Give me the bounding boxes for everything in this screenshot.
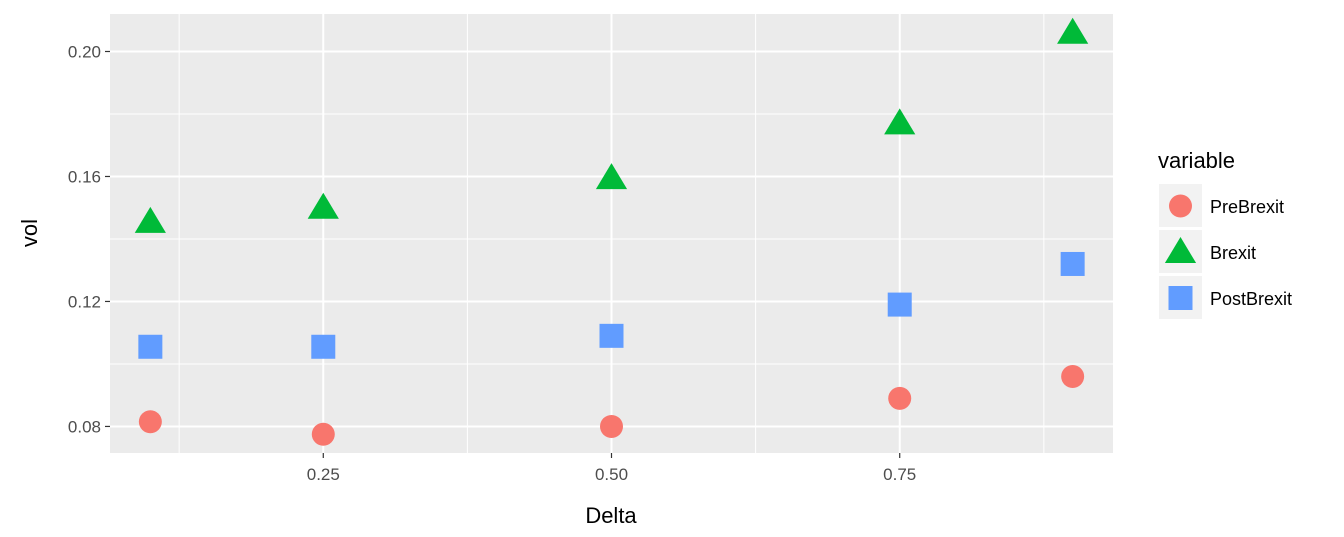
data-point-brexit xyxy=(134,206,166,233)
y-tick-label: 0.08 xyxy=(68,417,101,436)
data-point-prebrexit xyxy=(1061,364,1085,388)
x-tick-label: 0.25 xyxy=(307,465,340,484)
y-axis: 0.08 0.12 0.16 0.20 xyxy=(68,42,110,436)
legend: variable PreBrexit Brexit PostBrexit xyxy=(1158,148,1292,319)
y-axis-title: vol xyxy=(17,219,42,247)
x-tick-label: 0.50 xyxy=(595,465,628,484)
y-tick-label: 0.20 xyxy=(68,42,101,61)
data-point-prebrexit xyxy=(600,414,623,438)
y-tick-label: 0.16 xyxy=(68,167,101,186)
legend-symbol-postbrexit xyxy=(1168,286,1193,310)
legend-title: variable xyxy=(1158,148,1235,173)
data-point-prebrexit xyxy=(138,410,162,434)
data-point-prebrexit xyxy=(311,422,335,446)
data-point-brexit xyxy=(1057,17,1089,44)
data-point-brexit xyxy=(595,163,628,190)
data-point-postbrexit xyxy=(138,334,163,359)
legend-symbol-brexit xyxy=(1164,237,1197,264)
data-point-postbrexit xyxy=(599,323,624,348)
x-axis: 0.25 0.50 0.75 xyxy=(307,453,916,484)
data-point-brexit xyxy=(307,192,339,219)
x-tick-label: 0.75 xyxy=(883,465,916,484)
legend-label-prebrexit: PreBrexit xyxy=(1210,197,1284,217)
legend-symbol-prebrexit xyxy=(1169,194,1192,218)
data-point-prebrexit xyxy=(888,386,912,410)
data-point-postbrexit xyxy=(311,334,336,359)
x-axis-title: Delta xyxy=(585,503,637,528)
legend-label-brexit: Brexit xyxy=(1210,243,1256,263)
data-point-postbrexit xyxy=(887,292,912,317)
y-tick-label: 0.12 xyxy=(68,292,101,311)
data-points xyxy=(134,17,1089,446)
legend-label-postbrexit: PostBrexit xyxy=(1210,289,1292,309)
data-point-brexit xyxy=(884,108,916,135)
data-point-postbrexit xyxy=(1060,251,1085,276)
